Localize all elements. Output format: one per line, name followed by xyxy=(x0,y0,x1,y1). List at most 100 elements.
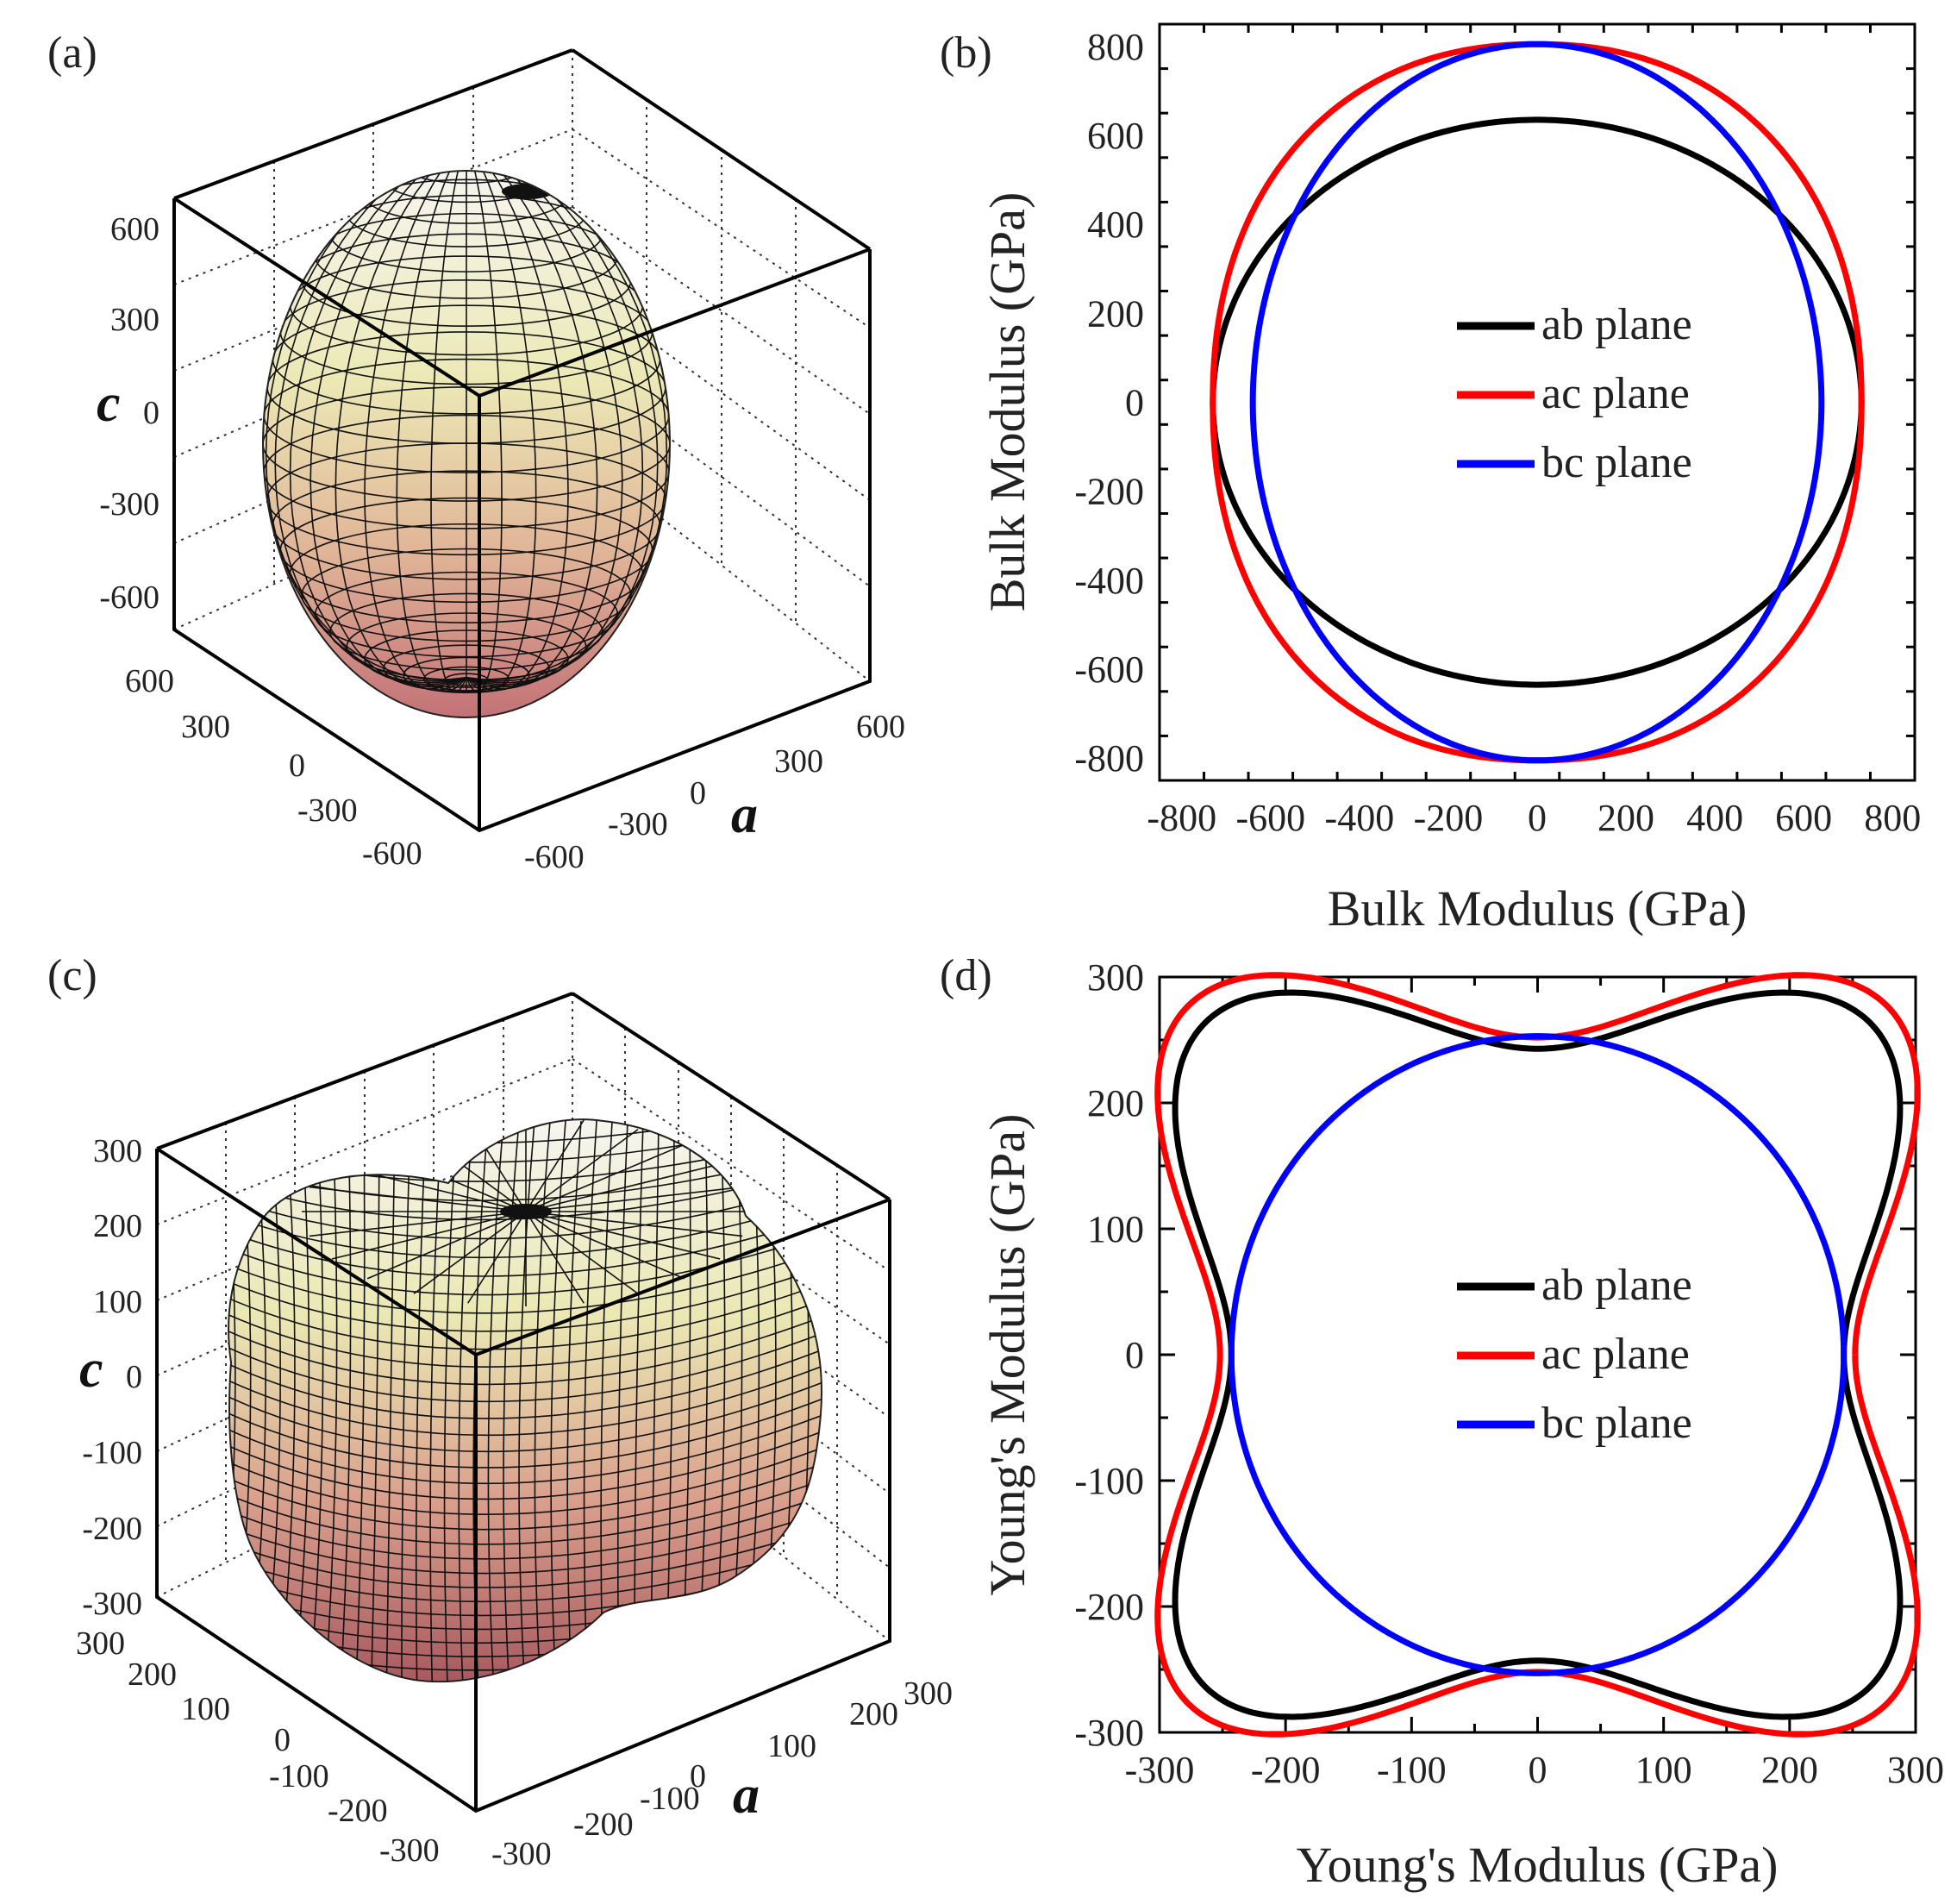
y-tick-label: -200 xyxy=(1074,471,1144,513)
panel-b-curves xyxy=(1210,41,1865,764)
legend-label-ac: ac plane xyxy=(1541,369,1690,418)
series-curve-ac-plane xyxy=(1154,972,1921,1738)
mesh-line xyxy=(525,1186,743,1212)
x-tick-label: 200 xyxy=(1761,1749,1818,1791)
mesh-line xyxy=(228,1307,822,1386)
mesh-line xyxy=(424,143,509,166)
panel-a-z-ticks: 600 300 0 -300 -600 c xyxy=(97,211,159,616)
a-z-tick: -300 xyxy=(99,486,159,523)
a-a-tick: 0 xyxy=(690,775,706,811)
panel-c-box xyxy=(155,992,891,1813)
mesh-line xyxy=(525,1211,585,1304)
mesh-line xyxy=(370,1120,380,1682)
mesh-line xyxy=(228,1471,822,1545)
mesh-line xyxy=(443,1120,458,1682)
panel-c-b-ticks: 300 200 100 0 -100 -200 -300 xyxy=(76,1625,440,1869)
mesh-line xyxy=(339,1120,352,1682)
panel-b-plot-frame xyxy=(1158,22,1916,782)
c-z-tick: -200 xyxy=(82,1511,142,1547)
y-tick-label: -600 xyxy=(1074,648,1144,691)
mesh-line xyxy=(228,1209,822,1277)
c-b-tick: 300 xyxy=(76,1625,125,1662)
x-tick-label: 0 xyxy=(1528,797,1547,839)
a-z-tick: -600 xyxy=(99,579,159,616)
x-tick-label: 400 xyxy=(1686,797,1743,839)
a-a-tick: -300 xyxy=(608,806,668,842)
x-tick-label: 200 xyxy=(1597,797,1654,839)
a-a-tick: 300 xyxy=(774,743,823,780)
mesh-line xyxy=(228,1488,822,1560)
c-b-tick: 0 xyxy=(274,1722,291,1758)
y-tick-label: 600 xyxy=(1087,115,1144,157)
panel-b-ticks: -800 -600 -400 -200 0 200 400 600 800 -800 -600 -40… xyxy=(1074,22,1921,839)
mesh-line xyxy=(366,1211,527,1280)
y-tick-label: 0 xyxy=(1125,1334,1144,1376)
y-tick-label: -300 xyxy=(1074,1712,1144,1754)
a-b-tick: -300 xyxy=(297,792,358,829)
mesh-line xyxy=(415,1120,427,1682)
y-tick-label: -800 xyxy=(1074,737,1144,780)
mesh-line xyxy=(228,1504,822,1575)
c-z-tick: -100 xyxy=(82,1435,142,1471)
mesh-line xyxy=(525,1143,685,1212)
panel-d-y-axis-title: Young's Modulus (GPa) xyxy=(979,1114,1035,1596)
y-tick-label: 300 xyxy=(1087,956,1144,999)
series-curve-ab-plane xyxy=(1210,116,1865,688)
y-tick-label: -400 xyxy=(1074,560,1144,602)
c-b-tick: -300 xyxy=(379,1832,440,1869)
mesh-line xyxy=(309,1186,527,1212)
mesh-line xyxy=(466,171,659,684)
c-z-tick: 300 xyxy=(93,1133,142,1169)
c-z-tick: -300 xyxy=(82,1586,142,1622)
panel-d: (d) -300 -200 -100 0 100 200 300 -300 -200 -100 0 1… xyxy=(940,951,1944,1893)
mesh-line xyxy=(466,171,598,690)
c-z-axis-letter: c xyxy=(79,1340,103,1399)
legend-label-ab: ab plane xyxy=(1541,1261,1692,1310)
mesh-line xyxy=(429,1120,442,1682)
mesh-line xyxy=(228,1438,822,1515)
mesh-line xyxy=(308,1120,324,1682)
c-b-tick: 200 xyxy=(128,1657,177,1693)
a-b-tick: 300 xyxy=(181,709,230,745)
c-a-tick: 300 xyxy=(903,1675,953,1712)
panel-label-b: (b) xyxy=(940,28,992,78)
legend-label-bc: bc plane xyxy=(1541,438,1692,487)
a-z-tick: 300 xyxy=(110,302,159,338)
panel-c-z-ticks: 300 200 100 0 -100 -200 -300 c xyxy=(79,1133,142,1622)
c-b-tick: -100 xyxy=(269,1758,329,1794)
mesh-line xyxy=(467,1211,527,1304)
a-b-tick: -600 xyxy=(362,836,422,872)
mesh-line xyxy=(466,171,537,692)
mesh-line xyxy=(335,171,467,690)
series-curve-ac-plane xyxy=(1210,41,1865,764)
panel-d-curves xyxy=(1154,972,1921,1738)
panel-b: (b) -800 -600 -400 -200 0 200 400 600 800 -800 -60… xyxy=(940,22,1921,936)
y-tick-label: 200 xyxy=(1087,292,1144,335)
panel-c: (c) xyxy=(47,951,953,1872)
mesh-line xyxy=(228,1291,822,1368)
panel-label-c: (c) xyxy=(47,951,97,1000)
a-b-tick: 600 xyxy=(125,663,174,699)
x-tick-label: -400 xyxy=(1325,797,1395,839)
mesh-line xyxy=(385,1120,396,1682)
legend-label-ac: ac plane xyxy=(1541,1330,1690,1379)
c-z-tick: 0 xyxy=(126,1359,142,1395)
mesh-line xyxy=(228,1356,822,1437)
x-tick-label: -800 xyxy=(1147,797,1216,839)
legend-label-ab: ab plane xyxy=(1541,300,1692,349)
y-tick-label: 100 xyxy=(1087,1208,1144,1250)
mesh-line xyxy=(331,1211,527,1260)
mesh-line xyxy=(323,1120,338,1682)
a-a-axis-letter: a xyxy=(731,786,758,844)
legend-label-bc: bc plane xyxy=(1541,1399,1692,1448)
pole-point xyxy=(500,1204,552,1219)
panel-a-surface xyxy=(262,143,671,718)
a-z-tick: 0 xyxy=(143,395,159,431)
x-tick-label: -200 xyxy=(1414,797,1484,839)
c-a-axis-letter: a xyxy=(733,1766,760,1825)
c-z-tick: 100 xyxy=(93,1284,142,1320)
mesh-line xyxy=(525,1119,585,1212)
c-a-tick: -300 xyxy=(491,1836,552,1872)
panel-label-a: (a) xyxy=(47,28,97,78)
x-tick-label: 100 xyxy=(1635,1749,1692,1791)
